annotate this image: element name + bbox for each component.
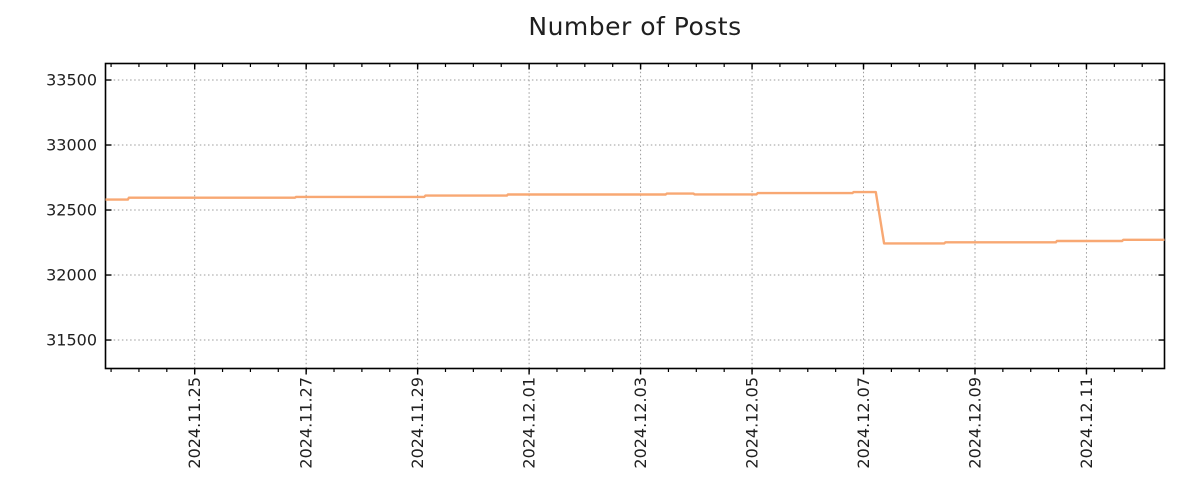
y-tick-label: 32500 [46,201,97,220]
x-tick-label: 2024.11.27 [297,377,316,469]
x-tick-label: 2024.11.25 [185,377,204,469]
y-tick-label: 33000 [46,136,97,155]
x-tick-label: 2024.12.11 [1077,377,1096,469]
x-tick-label: 2024.12.09 [965,377,984,469]
y-tick-label: 33500 [46,71,97,90]
x-tick-label: 2024.11.29 [408,377,427,469]
x-tick-label: 2024.12.07 [854,377,873,469]
x-tick-label: 2024.12.01 [520,377,539,469]
y-tick-label: 32000 [46,266,97,285]
plot-border [104,62,1166,370]
x-tick-label: 2024.12.05 [743,377,762,469]
series-line [105,190,1165,245]
x-tick-label: 2024.12.03 [631,377,650,469]
chart-title: Number of Posts [528,12,742,41]
y-tick-label: 31500 [46,331,97,350]
